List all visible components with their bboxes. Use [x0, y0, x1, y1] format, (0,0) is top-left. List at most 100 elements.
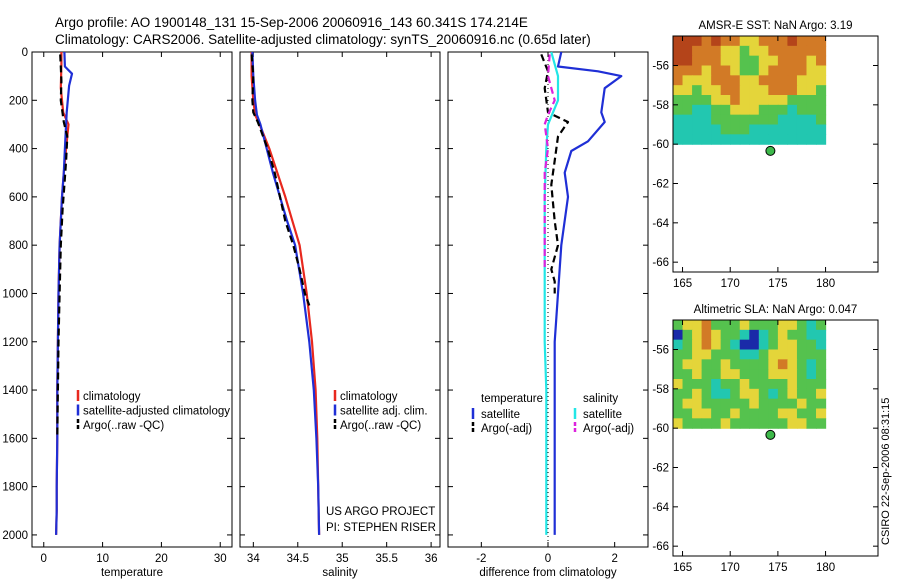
heatmap-cell — [787, 75, 798, 86]
heatmap-cell — [758, 95, 769, 106]
heatmap-cell — [816, 359, 827, 370]
heatmap-cell — [673, 75, 684, 86]
heatmap-cell — [720, 114, 731, 126]
map-title: AMSR-E SST: NaN Argo: 3.19 — [698, 20, 852, 32]
heatmap-cell — [720, 339, 731, 351]
x-tick-label: 35.5 — [375, 553, 397, 565]
heatmap-cell — [692, 85, 703, 96]
y-tick-label: 600 — [9, 192, 28, 204]
series-line — [250, 52, 321, 535]
heatmap-cell — [787, 339, 798, 351]
heatmap-cell — [806, 388, 817, 400]
heatmap-cell — [730, 75, 741, 86]
heatmap-cell — [749, 134, 760, 145]
legend-header: salinity — [583, 393, 618, 405]
heatmap-cell — [806, 104, 817, 116]
series-line — [553, 51, 623, 535]
y-tick-label: 1000 — [2, 288, 28, 300]
heatmap-cell — [758, 339, 769, 351]
heatmap-cell — [796, 408, 808, 419]
float-position-marker — [765, 145, 776, 156]
x-axis-label: salinity — [322, 567, 357, 579]
heatmap-cell — [682, 359, 693, 370]
heatmap-cell — [673, 369, 684, 380]
plot-frame — [31, 51, 233, 548]
heatmap-cell — [720, 134, 731, 145]
heatmap-cell — [701, 398, 712, 410]
heatmap-cell — [777, 408, 789, 419]
x-tick-label: 20 — [155, 553, 168, 565]
heatmap-cell — [682, 65, 693, 76]
heatmap-cell — [739, 65, 750, 76]
heatmap-cell — [768, 329, 779, 341]
heatmap-cell — [787, 379, 798, 390]
header-line-1: Argo profile: AO 1900148_131 15-Sep-2006… — [55, 15, 528, 30]
heatmap-cell — [816, 65, 827, 76]
heatmap-cell — [806, 95, 817, 106]
heatmap-cell — [787, 104, 798, 116]
y-tick-label: 0 — [22, 47, 28, 59]
heatmap-cell — [806, 329, 817, 341]
heatmap-cell — [673, 95, 684, 106]
heatmap-cell — [758, 65, 769, 76]
heatmap-cell — [796, 45, 808, 57]
heatmap-cell — [758, 369, 769, 380]
heatmap-cell — [777, 379, 789, 390]
heatmap-cell — [787, 359, 798, 370]
heatmap-cell — [777, 114, 789, 126]
heatmap-cell — [739, 339, 750, 351]
heatmap-cell — [692, 329, 703, 341]
heatmap-cell — [682, 124, 693, 135]
heatmap-cell — [806, 55, 817, 67]
heatmap-cell — [673, 339, 684, 351]
heatmap-cell — [720, 104, 731, 116]
heatmap-cell — [682, 349, 693, 360]
heatmap-cell — [768, 55, 779, 67]
heatmap-cell — [739, 134, 750, 145]
heatmap-cell — [730, 114, 741, 126]
heatmap-cell — [749, 124, 760, 135]
heatmap-cell — [739, 379, 750, 390]
heatmap-cell — [796, 329, 808, 341]
heatmap-cell — [787, 55, 798, 67]
heatmap-cell — [739, 398, 750, 410]
heatmap-cell — [768, 349, 779, 360]
heatmap-cell — [701, 65, 712, 76]
heatmap-cell — [682, 45, 693, 57]
heatmap-cell — [787, 36, 798, 47]
heatmap-cell — [749, 369, 760, 380]
heatmap-cell — [796, 114, 808, 126]
heatmap-cell — [673, 134, 684, 145]
legend-label: climatology — [340, 391, 398, 403]
heatmap-cell — [768, 114, 779, 126]
difference-profile-panel: -2 0 2 difference from climatology temperatu… — [447, 51, 649, 579]
heatmap-cell — [682, 134, 693, 145]
heatmap-cell — [711, 329, 722, 341]
heatmap-cell — [682, 104, 693, 116]
heatmap-cell — [768, 65, 779, 76]
heatmap-cell — [758, 359, 769, 370]
y-tick-label: -60 — [652, 423, 669, 435]
x-tick-label: 30 — [214, 553, 227, 565]
heatmap-cell — [796, 398, 808, 410]
heatmap-cell — [777, 320, 789, 331]
heatmap-cell — [816, 320, 827, 331]
heatmap-cell — [739, 36, 750, 47]
legend-label: climatology — [83, 391, 141, 403]
heatmap-cell — [796, 349, 808, 360]
heatmap-cell — [796, 75, 808, 86]
heatmap-cell — [758, 124, 769, 135]
y-tick-label: 200 — [9, 95, 28, 107]
y-tick-label: 1200 — [2, 337, 28, 349]
heatmap-cell — [777, 329, 789, 341]
sla-map-panel: Altimetric SLA: NaN Argo: 0.047 -56 -58 -60… — [652, 304, 879, 574]
heatmap-cell — [692, 379, 703, 390]
heatmap-cell — [768, 379, 779, 390]
heatmap-cell — [749, 65, 760, 76]
heatmap-cell — [701, 134, 712, 145]
heatmap-cell — [768, 36, 779, 47]
heatmap-cell — [758, 329, 769, 341]
y-tick-label: 800 — [9, 240, 28, 252]
heatmap-cell — [758, 85, 769, 96]
heatmap-cell — [816, 408, 827, 419]
